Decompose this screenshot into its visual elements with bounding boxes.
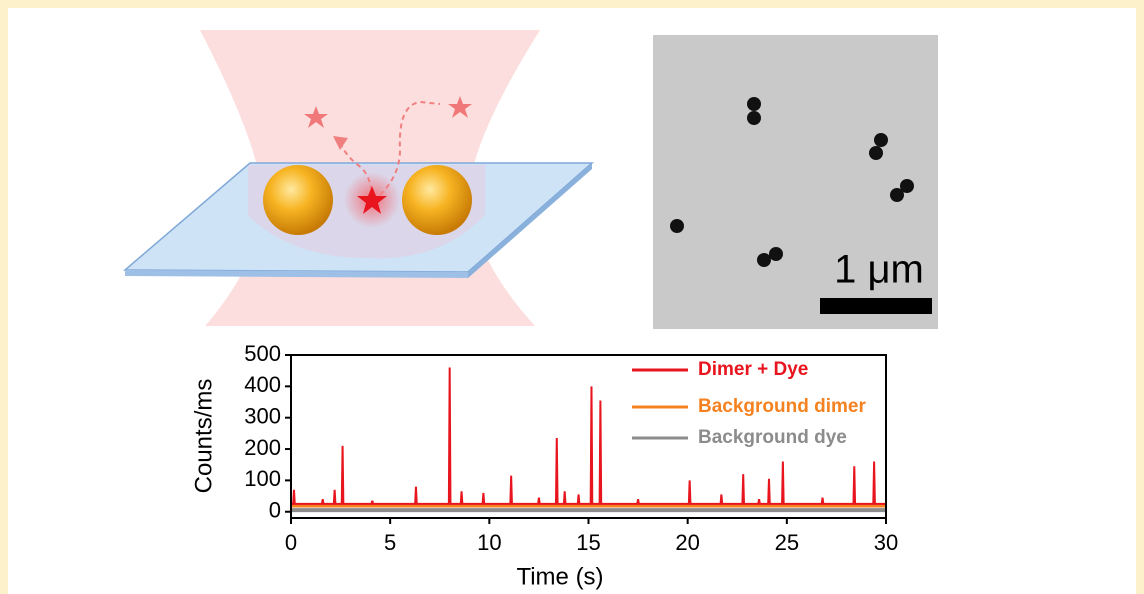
legend-label: Background dimer — [698, 396, 866, 417]
x-tick-label: 15 — [576, 530, 600, 555]
y-axis-label: Counts/ms — [190, 379, 217, 494]
y-tick-label: 100 — [244, 466, 281, 491]
y-tick-label: 0 — [269, 498, 281, 523]
figure: 1 μm Time (s) Counts/ms 0100200300400500… — [0, 0, 1144, 594]
frame-right — [1136, 0, 1144, 594]
schematic — [125, 30, 592, 326]
x-axis-label: Time (s) — [516, 563, 603, 590]
legend-label: Dimer + Dye — [698, 359, 808, 380]
x-tick-label: 10 — [477, 530, 501, 555]
micrograph: 1 μm — [653, 35, 938, 329]
x-tick-label: 20 — [675, 530, 699, 555]
x-tick-label: 5 — [384, 530, 396, 555]
y-tick-label: 400 — [244, 372, 281, 397]
x-tick-label: 30 — [874, 530, 898, 555]
frame-top — [0, 0, 1144, 8]
scale-label: 1 μm — [834, 248, 924, 292]
x-tick-label: 0 — [285, 530, 297, 555]
frame-left — [0, 0, 8, 594]
y-tick-label: 300 — [244, 404, 281, 429]
x-tick-label: 25 — [775, 530, 799, 555]
chart: Time (s) Counts/ms 0 100 200 300 400 500 0 5 10 1… — [190, 341, 898, 591]
y-tick-label: 200 — [244, 435, 281, 460]
y-tick-label: 500 — [244, 341, 281, 366]
legend-label: Background dye — [698, 427, 847, 448]
